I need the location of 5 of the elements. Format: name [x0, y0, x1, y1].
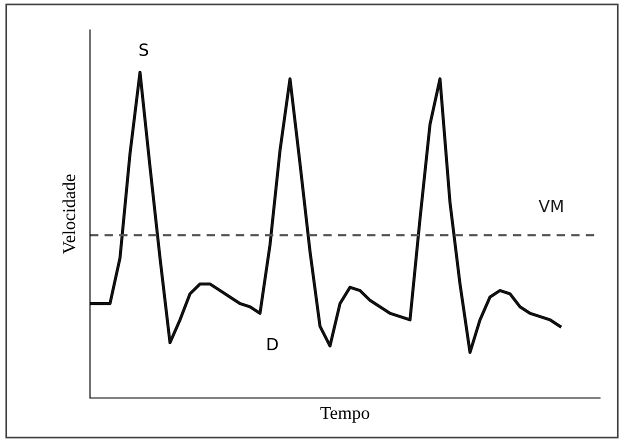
x-axis-title: Tempo: [320, 407, 370, 423]
text: S: [140, 43, 148, 56]
ref-line-label: VM: [538, 200, 563, 212]
annotation: D: [268, 338, 278, 350]
y-axis-title: Velocidade: [62, 174, 76, 254]
